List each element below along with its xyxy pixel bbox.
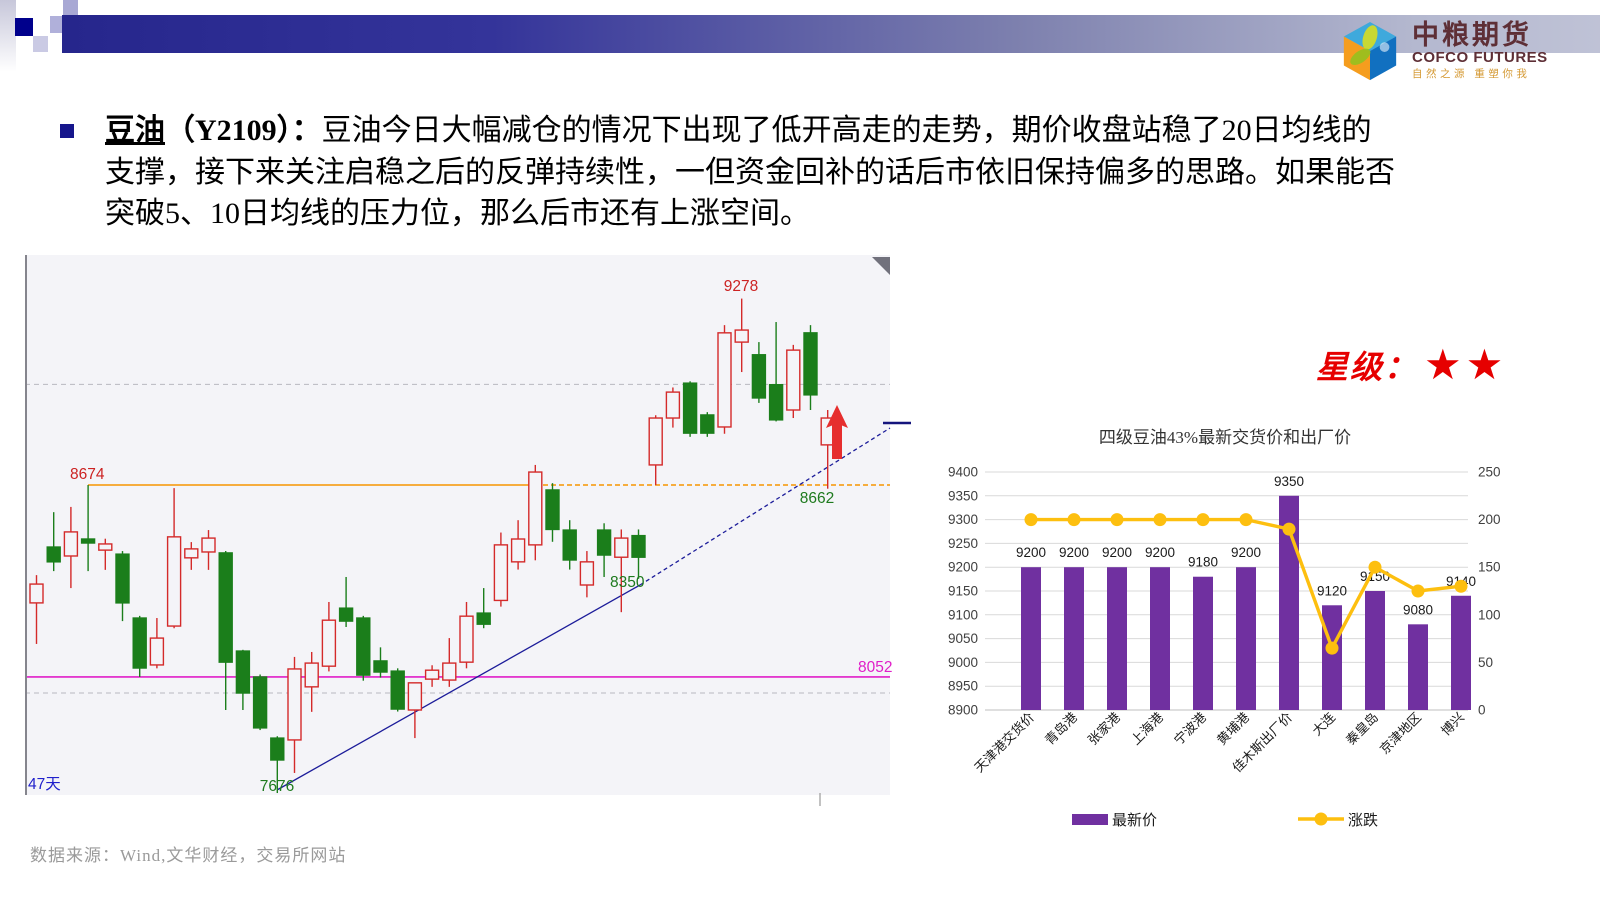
svg-text:青岛港: 青岛港 — [1042, 710, 1080, 748]
commentary-line3: 突破5、10日均线的压力位，那么后市还有上涨空间。 — [105, 197, 810, 230]
svg-text:8674: 8674 — [70, 466, 105, 483]
svg-text:9350: 9350 — [948, 488, 978, 503]
svg-text:9250: 9250 — [948, 536, 978, 551]
logo-name-cn: 中粮期货 — [1412, 20, 1532, 50]
svg-text:9000: 9000 — [948, 655, 978, 670]
header-square-4 — [33, 36, 48, 52]
svg-text:秦皇岛: 秦皇岛 — [1343, 710, 1381, 748]
svg-text:50: 50 — [1478, 655, 1493, 670]
svg-text:9050: 9050 — [948, 631, 978, 646]
svg-text:四级豆油43%最新交货价和出厂价: 四级豆油43%最新交货价和出厂价 — [1099, 428, 1351, 447]
svg-text:9080: 9080 — [1403, 602, 1433, 617]
svg-text:9350: 9350 — [1274, 474, 1304, 489]
svg-text:8950: 8950 — [948, 679, 978, 694]
svg-text:9200: 9200 — [1231, 545, 1261, 560]
svg-text:9120: 9120 — [1317, 583, 1347, 598]
svg-text:0: 0 — [1478, 703, 1486, 718]
svg-text:150: 150 — [1478, 560, 1501, 575]
svg-text:8350: 8350 — [610, 574, 645, 591]
svg-text:8900: 8900 — [948, 703, 978, 718]
svg-text:9200: 9200 — [1145, 545, 1175, 560]
svg-text:250: 250 — [1478, 465, 1501, 480]
logo-name-en: COFCO FUTURES — [1412, 49, 1548, 66]
logo-tagline: 自然之源 重塑你我 — [1412, 68, 1531, 80]
svg-text:宁波港: 宁波港 — [1171, 710, 1209, 748]
svg-text:9200: 9200 — [1102, 545, 1132, 560]
header-square-2 — [50, 16, 64, 33]
bullet-square — [60, 124, 74, 138]
svg-text:8052: 8052 — [858, 659, 892, 676]
cofco-logo: 中粮期货 COFCO FUTURES 自然之源 重塑你我 — [1338, 20, 1548, 82]
svg-text:黄埔港: 黄埔港 — [1214, 710, 1252, 748]
svg-text:9278: 9278 — [724, 278, 758, 295]
svg-text:上海港: 上海港 — [1128, 710, 1166, 748]
commentary-line1: 豆油今日大幅减仓的情况下出现了低开高走的走势，期价收盘站稳了20日均线的 — [321, 114, 1372, 147]
svg-text:8662: 8662 — [800, 490, 834, 507]
svg-text:9200: 9200 — [1059, 545, 1089, 560]
svg-text:9180: 9180 — [1188, 555, 1218, 570]
svg-text:9100: 9100 — [948, 607, 978, 622]
svg-text:9200: 9200 — [1016, 545, 1046, 560]
header-square-1 — [63, 0, 78, 15]
cofco-cube-icon — [1338, 20, 1402, 82]
svg-text:9200: 9200 — [948, 560, 978, 575]
svg-text:涨跌: 涨跌 — [1348, 812, 1378, 829]
data-source-note: 数据来源：Wind,文华财经，交易所网站 — [30, 846, 347, 865]
star-icons: ★★ — [1424, 343, 1508, 389]
svg-text:天津港交货价: 天津港交货价 — [971, 710, 1037, 776]
commentary-lead: 豆油（Y2109）： — [105, 114, 322, 147]
svg-text:张家港: 张家港 — [1085, 710, 1123, 748]
commentary-line2: 支撑，接下来关注启稳之后的反弹持续性，一但资金回补的话后市依旧保持偏多的思路。如… — [105, 155, 1395, 189]
svg-text:博兴: 博兴 — [1438, 710, 1467, 739]
svg-text:47天: 47天 — [28, 776, 61, 793]
candlestick-chart: 8674 8052 9278 8662 8350 7676 47天 — [25, 255, 911, 806]
svg-text:7676: 7676 — [260, 778, 294, 795]
svg-text:9150: 9150 — [948, 584, 978, 599]
svg-text:200: 200 — [1478, 512, 1501, 527]
svg-text:9400: 9400 — [948, 465, 978, 480]
header-gradient-strip — [0, 0, 16, 72]
svg-text:9300: 9300 — [948, 512, 978, 527]
svg-text:京津地区: 京津地区 — [1377, 710, 1424, 757]
star-rating: 星级： ★★ — [1316, 340, 1507, 390]
price-bar-chart: 四级豆油43%最新交货价和出厂价 9400 9350 9300 9250 9200 9150… — [920, 415, 1520, 850]
header-bar — [62, 15, 1600, 53]
svg-text:100: 100 — [1478, 607, 1501, 622]
commentary-paragraph: 豆油（Y2109）：豆油今日大幅减仓的情况下出现了低开高走的走势，期价收盘站稳了… — [105, 110, 1525, 235]
svg-text:大连: 大连 — [1309, 710, 1338, 739]
star-rating-label: 星级： — [1316, 349, 1419, 385]
header-square-navy — [15, 18, 33, 36]
svg-text:最新价: 最新价 — [1112, 812, 1157, 829]
